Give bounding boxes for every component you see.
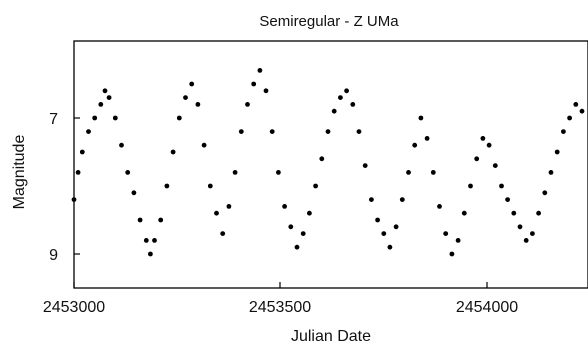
data-point [369, 197, 374, 203]
data-point [356, 129, 362, 135]
data-point [214, 210, 219, 216]
data-point [579, 108, 585, 114]
data-point [158, 217, 164, 223]
data-point [276, 170, 281, 175]
data-point [143, 238, 149, 243]
data-point [331, 108, 337, 114]
data-point [325, 129, 331, 135]
data-point [443, 231, 449, 237]
data-point [455, 238, 461, 243]
data-point [294, 244, 300, 250]
data-point [257, 68, 263, 73]
data-point [288, 224, 294, 230]
data-point [183, 95, 188, 100]
data-point [399, 197, 405, 203]
data-point [387, 244, 393, 250]
data-point [238, 129, 244, 135]
data-point [350, 102, 356, 107]
data-point [375, 217, 380, 223]
data-point [561, 129, 566, 135]
data-point [106, 95, 112, 100]
data-point [112, 115, 118, 121]
data-point [220, 231, 226, 237]
data-point [437, 204, 442, 209]
data-point [75, 170, 81, 175]
data-point [505, 197, 510, 203]
x-tick-label-0: 2453000 [43, 299, 105, 316]
data-point [480, 136, 486, 141]
data-point [338, 95, 343, 100]
y-axis-label: Magnitude [11, 135, 28, 210]
data-point [119, 142, 124, 148]
data-point [176, 115, 182, 121]
data-point [307, 210, 312, 216]
data-point [418, 115, 424, 121]
data-point [536, 210, 541, 216]
data-point [319, 156, 325, 162]
data-point [86, 129, 91, 135]
data-point [170, 149, 176, 155]
data-point [245, 102, 250, 107]
data-point [263, 88, 269, 94]
data-point [251, 81, 257, 87]
data-point [344, 88, 349, 94]
data-point [152, 238, 157, 243]
data-point [381, 231, 387, 237]
x-tick-label-2: 2454000 [456, 299, 518, 316]
data-point [201, 142, 207, 148]
data-point [449, 251, 455, 257]
data-point [548, 170, 554, 175]
data-point [430, 170, 436, 175]
data-point [461, 210, 467, 216]
data-point [573, 102, 579, 107]
data-point [195, 102, 201, 107]
data-point [131, 190, 137, 196]
data-point [492, 163, 498, 169]
data-point [393, 224, 399, 230]
data-point [148, 251, 153, 257]
data-point [125, 170, 131, 175]
y-tick-label-0: 7 [49, 111, 58, 128]
data-point [137, 217, 143, 223]
data-point [102, 88, 108, 94]
data-point [486, 142, 492, 148]
data-point [523, 238, 529, 243]
data-point [164, 183, 170, 189]
chart-title: Semiregular - Z UMa [259, 13, 399, 30]
data-point [554, 149, 560, 155]
data-point [424, 136, 430, 141]
data-point [362, 163, 368, 169]
data-point [406, 170, 411, 175]
data-point [232, 170, 238, 175]
data-point [499, 183, 504, 189]
data-point [313, 183, 318, 189]
data-point [412, 142, 418, 148]
y-tick-label-1: 9 [49, 247, 58, 264]
data-point [474, 156, 480, 162]
data-point [98, 102, 104, 107]
data-point [511, 210, 517, 216]
data-point [71, 197, 77, 203]
data-point [530, 231, 535, 237]
data-point [226, 204, 232, 209]
data-point [517, 224, 523, 230]
data-points [71, 68, 585, 257]
data-point [542, 190, 548, 196]
data-point [189, 81, 195, 87]
data-point [207, 183, 213, 189]
x-axis-label: Julian Date [291, 328, 371, 345]
data-point [79, 149, 85, 155]
data-point [282, 204, 287, 209]
data-point [300, 231, 306, 237]
data-point [92, 115, 98, 121]
plot-frame [73, 40, 588, 289]
x-tick-label-1: 2453500 [249, 299, 311, 316]
data-point [269, 129, 275, 135]
data-point [567, 115, 572, 121]
data-point [468, 183, 473, 189]
